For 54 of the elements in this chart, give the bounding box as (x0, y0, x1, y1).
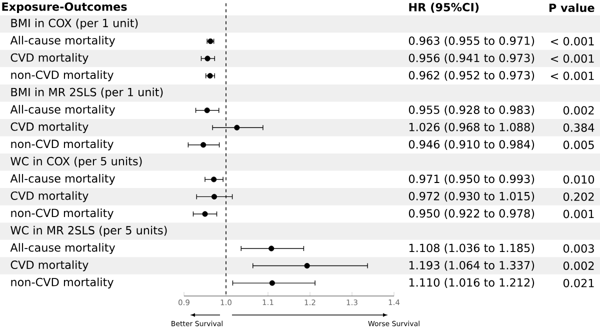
text: 0.002 (563, 106, 594, 115)
text: 0.005 (563, 140, 594, 150)
y-tick-label: CVD mortality (10, 122, 88, 134)
point (204, 56, 210, 62)
point (204, 108, 210, 114)
data-label: 0.962 (0.952 to 0.973) (408, 70, 534, 81)
text: P value (549, 3, 594, 12)
text: Exposure-Outcomes (2, 2, 127, 14)
y-tick-label: All-cause mortality (10, 36, 116, 47)
y-tick-label: WC in MR 2SLS (per 5 units) (10, 226, 167, 237)
data-label: 0.971 (0.950 to 0.993) (408, 174, 534, 184)
text: 0.202 (563, 192, 594, 201)
point (269, 280, 276, 286)
y-tick-label: BMI in MR 2SLS (per 1 unit) (11, 88, 163, 99)
point (234, 124, 240, 130)
point (304, 262, 310, 269)
text: < 0.001 (550, 37, 594, 46)
y-tick-label: CVD mortality (10, 260, 88, 272)
text: 0.001 (563, 210, 594, 218)
y-tick-label: CVD mortality (10, 53, 88, 64)
point (211, 194, 218, 200)
data-label: 1.110 (1.016 to 1.212) (409, 278, 534, 288)
y-tick-label: non-CVD mortality (11, 278, 114, 288)
point (200, 142, 206, 148)
data-label: 0.956 (0.941 to 0.973) (408, 54, 534, 64)
y-tick-label: non-CVD mortality (11, 70, 114, 82)
data-label: 0.950 (0.922 to 0.978) (408, 208, 534, 219)
data-label: 1.108 (1.036 to 1.185) (409, 244, 534, 254)
data-label: 0.946 (0.910 to 0.984) (408, 140, 534, 150)
text: 0.384 (563, 123, 594, 132)
data-label: 0.963 (0.955 to 0.971) (408, 36, 534, 46)
text: HR (95%CI) (409, 2, 479, 13)
text: 0.010 (563, 175, 594, 184)
y-tick-label: All-cause mortality (10, 243, 116, 254)
data-label: 1.026 (0.968 to 1.088) (409, 122, 534, 133)
text: < 0.001 (550, 72, 594, 80)
data-label: 1.193 (1.064 to 1.337) (409, 260, 534, 271)
point (207, 73, 213, 79)
point (202, 211, 208, 217)
data-label: 0.955 (0.928 to 0.983) (408, 105, 534, 116)
point (211, 176, 217, 182)
text: 0.021 (563, 278, 594, 288)
y-tick-label: non-CVD mortality (11, 208, 114, 220)
point (268, 246, 274, 252)
y-tick-label: All-cause mortality (10, 104, 116, 116)
y-tick-label: BMI in COX (per 1 unit) (11, 18, 138, 30)
y-tick-label: CVD mortality (10, 191, 88, 202)
y-tick-label: WC in COX (per 5 units) (10, 156, 142, 168)
y-tick-label: non-CVD mortality (11, 139, 114, 150)
text: 0.002 (563, 262, 594, 270)
text: < 0.001 (550, 54, 594, 63)
y-tick-label: All-cause mortality (10, 174, 116, 185)
data-label: 0.972 (0.930 to 1.015) (408, 192, 534, 202)
text: 0.003 (563, 244, 594, 253)
